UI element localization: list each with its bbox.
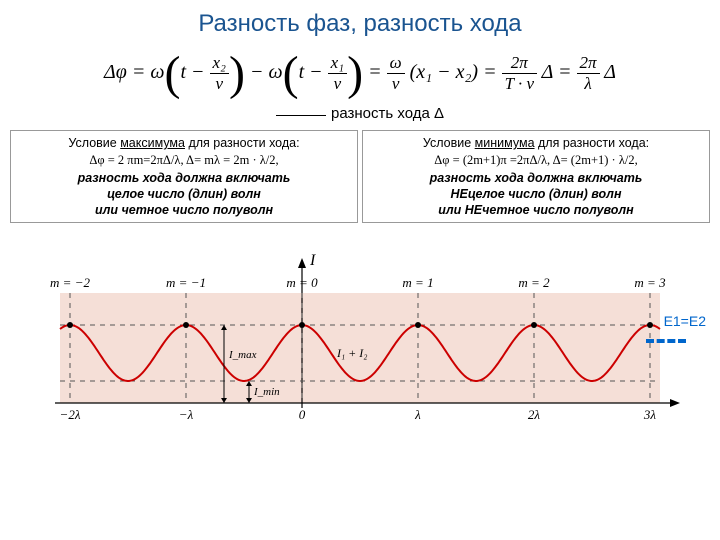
svg-text:m = −1: m = −1 [166, 275, 206, 290]
max-line1: разность хода должна включать [17, 170, 351, 186]
svg-text:m = 3: m = 3 [634, 275, 666, 290]
path-diff-label: разность хода Δ [10, 105, 710, 122]
max-line3: или четное число полуволн [17, 202, 351, 218]
min-line2: НЕцелое число (длин) волн [369, 186, 703, 202]
min-line3: или НЕчетное число полуволн [369, 202, 703, 218]
page-title: Разность фаз, разность хода [10, 10, 710, 38]
svg-text:m = 0: m = 0 [286, 275, 318, 290]
svg-text:I₁ + I₂: I₁ + I₂ [336, 346, 367, 360]
min-title: Условие минимума для разности хода: [369, 135, 703, 151]
svg-text:I_min: I_min [253, 386, 280, 398]
conditions-row: Условие максимума для разности хода: Δφ … [10, 130, 710, 223]
svg-text:m = 2: m = 2 [518, 275, 550, 290]
svg-text:λ: λ [414, 407, 421, 422]
svg-text:0: 0 [299, 407, 306, 422]
min-line1: разность хода должна включать [369, 170, 703, 186]
min-formula: Δφ = (2m+1)π =2πΔ/λ, Δ= (2m+1) · λ/2, [369, 152, 703, 168]
e-label: E1=E2 [664, 313, 706, 329]
svg-text:m = −2: m = −2 [50, 275, 90, 290]
main-formula: Δφ = ω(t − x₂v) − ω(t − x₁v) = ωv (x₁ − … [10, 46, 710, 101]
svg-text:3λ: 3λ [643, 407, 657, 422]
svg-text:2λ: 2λ [528, 407, 541, 422]
max-formula: Δφ = 2 πm=2πΔ/λ, Δ= mλ = 2m · λ/2, [17, 152, 351, 168]
max-line2: целое число (длин) волн [17, 186, 351, 202]
dashed-arrow [646, 335, 686, 343]
svg-text:I_max: I_max [228, 349, 257, 361]
max-title: Условие максимума для разности хода: [17, 135, 351, 151]
intensity-chart: I −2λ m = −2 −λ m = −1 0 m = 0 λ m = 1 2λ m = 2 3λ m… [10, 233, 710, 433]
chart-svg: I −2λ m = −2 −λ m = −1 0 m = 0 λ m = 1 2λ m = 2 3λ m… [10, 233, 710, 433]
min-condition-box: Условие минимума для разности хода: Δφ =… [362, 130, 710, 223]
svg-text:I: I [309, 252, 316, 269]
svg-text:m = 1: m = 1 [402, 275, 433, 290]
svg-text:−λ: −λ [179, 407, 194, 422]
max-condition-box: Условие максимума для разности хода: Δφ … [10, 130, 358, 223]
svg-text:−2λ: −2λ [60, 407, 81, 422]
